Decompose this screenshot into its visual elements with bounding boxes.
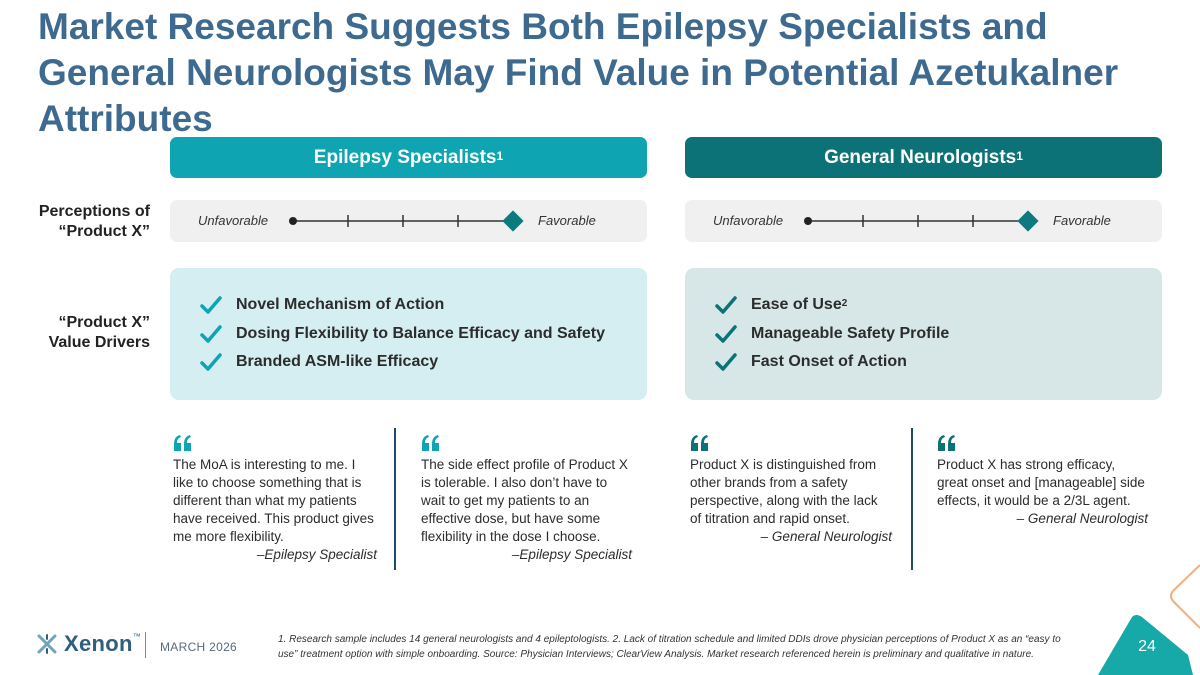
value-driver-right-1: Manageable Safety Profile xyxy=(715,324,949,344)
quote-1: The side effect profile of Product X is … xyxy=(421,430,632,564)
value-driver-right-2-text: Fast Onset of Action xyxy=(751,353,907,370)
footer-separator xyxy=(145,632,146,658)
page-number: 24 xyxy=(1138,638,1156,655)
header-left-sup: 1 xyxy=(496,148,504,163)
header-epilepsy-specialists: Epilepsy Specialists 1 xyxy=(170,137,647,178)
check-icon xyxy=(200,325,222,343)
quote-2-text: Product X is distinguished from other br… xyxy=(690,457,878,526)
check-icon xyxy=(715,353,737,371)
value-driver-right-2: Fast Onset of Action xyxy=(715,352,907,372)
brand-tm: ™ xyxy=(132,631,141,641)
brand-name: Xenon xyxy=(64,631,133,656)
value-driver-right-1-text: Manageable Safety Profile xyxy=(751,325,950,342)
quote-1-attribution: –Epilepsy Specialist xyxy=(511,547,632,562)
page-title: Market Research Suggests Both Epilepsy S… xyxy=(38,6,1119,139)
scale-left-marker xyxy=(502,210,524,232)
check-icon xyxy=(200,353,222,371)
xenon-logo: Xenon ™ xyxy=(36,631,141,657)
quote-3-text: Product X has strong efficacy, great ons… xyxy=(937,457,1145,508)
row-label-value-drivers: “Product X” Value Drivers xyxy=(49,313,150,353)
value-drivers-right: Ease of Use 2 Manageable Safety Profile F… xyxy=(685,268,1162,400)
scale-left-track xyxy=(289,210,524,232)
quote-0-attribution: –Epilepsy Specialist xyxy=(256,547,377,562)
quote-icon xyxy=(174,435,191,451)
quote-icon xyxy=(938,435,955,451)
header-general-neurologists: General Neurologists 1 xyxy=(685,137,1162,178)
scale-left-high-label: Favorable xyxy=(538,213,596,228)
quote-divider-right xyxy=(911,428,913,570)
check-icon xyxy=(715,296,737,314)
value-driver-right-0: Ease of Use 2 xyxy=(715,295,847,315)
header-right-label: General Neurologists xyxy=(824,146,1017,168)
check-icon xyxy=(715,325,737,343)
check-icon xyxy=(200,296,222,314)
value-driver-left-0: Novel Mechanism of Action xyxy=(200,295,444,315)
value-driver-left-2-text: Branded ASM-like Efficacy xyxy=(236,353,439,370)
perception-scale-right: Unfavorable Favorable xyxy=(685,200,1162,242)
scale-left-low-label: Unfavorable xyxy=(198,213,269,228)
page-number-badge xyxy=(1098,615,1193,675)
value-drivers-left: Novel Mechanism of Action Dosing Flexibi… xyxy=(170,268,647,400)
quote-2: Product X is distinguished from other br… xyxy=(690,430,892,546)
value-driver-left-1: Dosing Flexibility to Balance Efficacy a… xyxy=(200,324,605,344)
quote-3: Product X has strong efficacy, great ons… xyxy=(937,430,1148,528)
value-driver-left-1-text: Dosing Flexibility to Balance Efficacy a… xyxy=(236,325,605,342)
value-driver-left-0-text: Novel Mechanism of Action xyxy=(236,296,445,313)
quote-1-text: The side effect profile of Product X is … xyxy=(421,457,628,544)
row-label-value-line2: Value Drivers xyxy=(48,334,150,351)
quote-3-attribution: – General Neurologist xyxy=(1016,511,1148,526)
header-left-label: Epilepsy Specialists xyxy=(313,146,497,168)
scale-right-low-label: Unfavorable xyxy=(713,213,784,228)
row-label-perceptions-line1: Perceptions of xyxy=(38,203,150,220)
value-driver-right-0-sup: 2 xyxy=(841,297,848,309)
xenon-logo-icon xyxy=(37,634,57,654)
quote-divider-left xyxy=(394,428,396,570)
quote-icon xyxy=(691,435,708,451)
footer-date: MARCH 2026 xyxy=(160,640,238,654)
row-label-perceptions-line2: “Product X” xyxy=(58,223,150,240)
perception-scale-left: Unfavorable Favorable xyxy=(170,200,647,242)
scale-right-marker xyxy=(1017,210,1039,232)
scale-right-high-label: Favorable xyxy=(1053,213,1111,228)
value-driver-left-2: Branded ASM-like Efficacy xyxy=(200,352,438,372)
value-driver-right-0-text: Ease of Use xyxy=(751,296,842,313)
quote-0: The MoA is interesting to me. I like to … xyxy=(173,430,377,564)
row-label-value-line1: “Product X” xyxy=(58,314,150,331)
footnote: 1. Research sample includes 14 general n… xyxy=(278,634,1061,660)
quote-icon xyxy=(422,435,439,451)
header-right-sup: 1 xyxy=(1016,148,1023,163)
quote-0-text: The MoA is interesting to me. I like to … xyxy=(173,457,374,544)
decorative-corner-outline xyxy=(1170,564,1200,629)
scale-right-track xyxy=(804,210,1039,232)
row-label-perceptions: Perceptions of “Product X” xyxy=(39,202,150,242)
quote-2-attribution: – General Neurologist xyxy=(760,529,892,544)
